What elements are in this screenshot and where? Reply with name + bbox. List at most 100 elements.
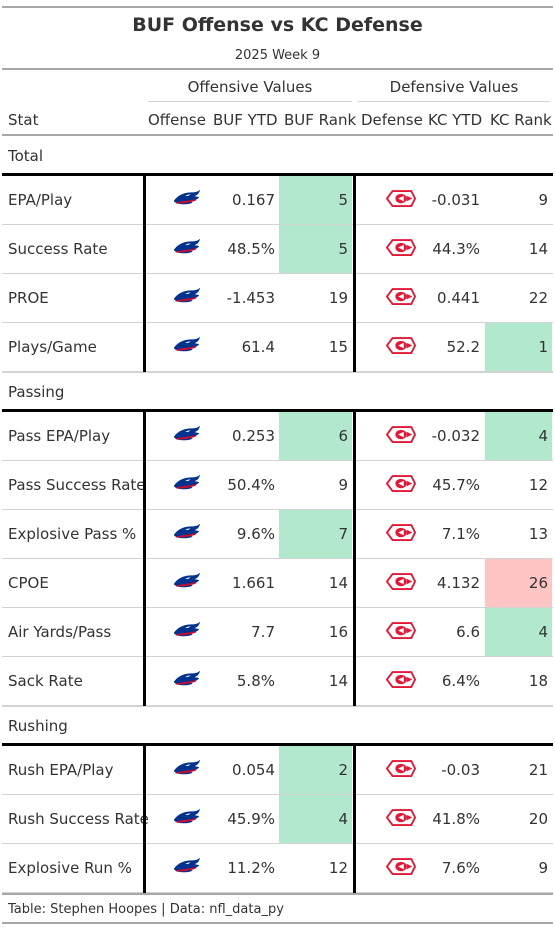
buf-ytd-value: 48.5% — [227, 240, 275, 258]
chiefs-logo-icon — [385, 335, 417, 359]
buf-rank-value: 5 — [279, 176, 352, 225]
buf-rank-value: 2 — [279, 746, 352, 795]
table-row: Rush Success Rate 45.9% 4 41.8% 20 — [2, 795, 553, 844]
kc-ytd-value: 44.3% — [432, 240, 480, 258]
buf-ytd-value: 50.4% — [227, 476, 275, 494]
buf-rank-value: 19 — [328, 289, 348, 307]
table-row: Sack Rate 5.8% 14 6.4% 18 — [2, 657, 553, 706]
buf-ytd-value: 0.253 — [232, 427, 275, 445]
bills-logo-icon — [172, 424, 202, 448]
offensive-spanner: Offensive Values — [187, 78, 313, 96]
kc-rank-value: 4 — [485, 608, 552, 657]
buf-ytd-value: 7.7 — [251, 623, 275, 641]
table-row: EPA/Play 0.167 5 -0.031 9 — [2, 176, 553, 225]
offensive-spanner-line — [148, 101, 352, 102]
kc-rank-value: 22 — [528, 289, 548, 307]
row-divider — [2, 558, 553, 559]
table-subtitle: 2025 Week 9 — [234, 48, 321, 63]
bills-logo-icon — [172, 522, 202, 546]
bills-logo-icon — [172, 669, 202, 693]
kc-ytd-value: -0.031 — [431, 191, 480, 209]
chiefs-logo-icon — [385, 807, 417, 831]
buf-rank-value: 15 — [328, 338, 348, 356]
table-row: Explosive Pass % 9.6% 7 7.1% 13 — [2, 510, 553, 559]
chiefs-logo-icon — [385, 473, 417, 497]
bills-logo-icon — [172, 758, 202, 782]
chiefs-logo-icon — [385, 571, 417, 595]
stat-label: Explosive Run % — [8, 859, 132, 877]
row-divider — [2, 371, 553, 373]
buf-ytd-value: 0.054 — [232, 761, 275, 779]
stat-label: EPA/Play — [8, 191, 73, 209]
buf-ytd-value: 0.167 — [232, 191, 275, 209]
row-group-label: Rushing — [8, 717, 68, 735]
buf-ytd-value: 45.9% — [227, 810, 275, 828]
stat-label: Air Yards/Pass — [8, 623, 112, 641]
stat-label: Plays/Game — [8, 338, 97, 356]
row-divider — [2, 322, 553, 323]
table-row: CPOE 1.661 14 4.132 26 — [2, 559, 553, 608]
table-row: Plays/Game 61.4 15 52.2 1 — [2, 323, 553, 372]
stat-label: PROE — [8, 289, 49, 307]
top-border — [2, 6, 553, 8]
bills-logo-icon — [172, 620, 202, 644]
kc-rank-value: 1 — [485, 323, 552, 372]
buf-rank-value: 14 — [328, 672, 348, 690]
column-header-kc-ytd: KC YTD — [428, 111, 483, 129]
kc-rank-value: 9 — [538, 859, 548, 877]
buf-ytd-value: 9.6% — [236, 525, 275, 543]
buf-ytd-value: 5.8% — [236, 672, 275, 690]
offense-column-divider — [143, 176, 146, 372]
row-group-border — [2, 743, 553, 746]
buf-rank-value: 9 — [338, 476, 348, 494]
kc-rank-value: 21 — [528, 761, 548, 779]
kc-rank-value: 4 — [485, 412, 552, 461]
kc-rank-value: 9 — [538, 191, 548, 209]
bills-logo-icon — [172, 237, 202, 261]
row-divider — [2, 460, 553, 461]
kc-rank-value: 20 — [528, 810, 548, 828]
chiefs-logo-icon — [385, 669, 417, 693]
table-row: Pass EPA/Play 0.253 6 -0.032 4 — [2, 412, 553, 461]
row-group-label: Passing — [8, 383, 65, 401]
kc-ytd-value: -0.032 — [431, 427, 480, 445]
column-header-kc-rank: KC Rank — [490, 111, 552, 129]
row-divider — [2, 607, 553, 608]
chiefs-logo-icon — [385, 237, 417, 261]
kc-ytd-value: 41.8% — [432, 810, 480, 828]
buf-rank-value: 4 — [279, 795, 352, 844]
offense-column-divider — [143, 746, 146, 893]
column-header-border — [2, 134, 553, 136]
column-header-stat: Stat — [8, 111, 39, 129]
buf-ytd-value: -1.453 — [226, 289, 275, 307]
buf-ytd-value: 11.2% — [227, 859, 275, 877]
bottom-border — [2, 893, 553, 895]
defense-column-divider — [353, 412, 356, 706]
table-source-note: Table: Stephen Hoopes | Data: nfl_data_p… — [8, 902, 284, 917]
stat-label: Explosive Pass % — [8, 525, 137, 543]
buf-ytd-value: 61.4 — [241, 338, 275, 356]
chiefs-logo-icon — [385, 188, 417, 212]
row-group-label: Total — [8, 147, 44, 165]
bills-logo-icon — [172, 807, 202, 831]
chiefs-logo-icon — [385, 620, 417, 644]
kc-ytd-value: 0.441 — [437, 289, 480, 307]
buf-ytd-value: 1.661 — [232, 574, 275, 592]
bills-logo-icon — [172, 571, 202, 595]
kc-ytd-value: 45.7% — [432, 476, 480, 494]
buf-rank-value: 6 — [279, 412, 352, 461]
row-divider — [2, 843, 553, 844]
kc-ytd-value: 6.4% — [441, 672, 480, 690]
chiefs-logo-icon — [385, 424, 417, 448]
table-row: Pass Success Rate 50.4% 9 45.7% 12 — [2, 461, 553, 510]
table-title: BUF Offense vs KC Defense — [132, 14, 423, 36]
bills-logo-icon — [172, 335, 202, 359]
stat-label: Success Rate — [8, 240, 108, 258]
kc-ytd-value: 7.6% — [441, 859, 480, 877]
kc-ytd-value: -0.03 — [441, 761, 480, 779]
defense-column-divider — [353, 176, 356, 372]
row-group-border — [2, 409, 553, 412]
row-divider — [2, 224, 553, 225]
buf-rank-value: 12 — [328, 859, 348, 877]
table-row: Air Yards/Pass 7.7 16 6.6 4 — [2, 608, 553, 657]
